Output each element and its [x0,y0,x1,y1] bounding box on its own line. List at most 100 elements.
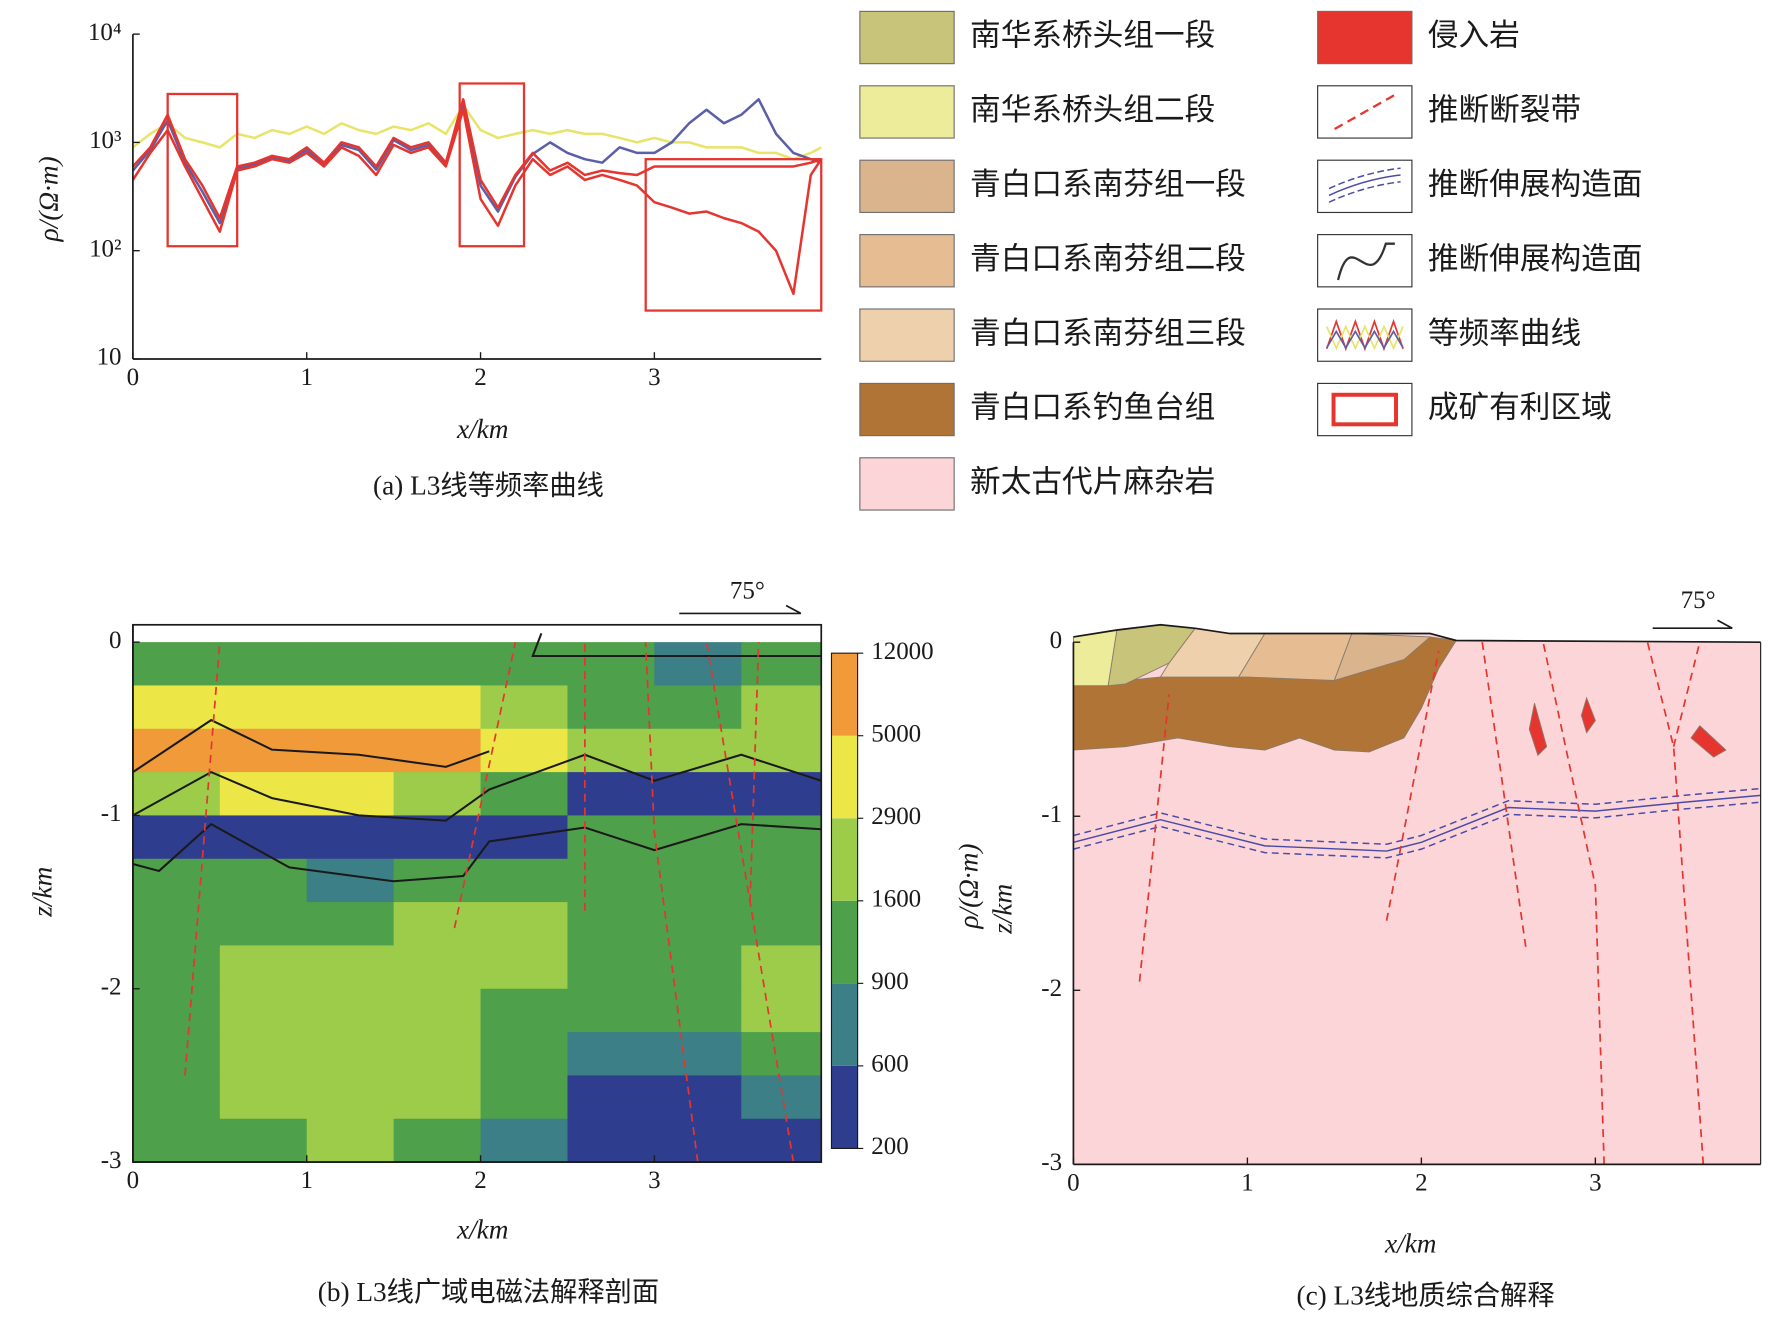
resistivity-cell [480,642,569,687]
legend-label: 南华系桥头组一段 [970,19,1215,53]
y-tick-label: -3 [101,1147,122,1174]
legend-label: 新太古代片麻杂岩 [970,465,1215,499]
resistivity-cell [393,772,482,817]
colorbar-tick-label: 12000 [871,638,933,665]
resistivity-cell [567,902,655,946]
resistivity-cell [567,1032,655,1076]
dip-arrow-head [785,604,802,615]
resistivity-cell [654,1118,742,1163]
resistivity-cell [219,642,308,687]
legend-symbol [1325,324,1404,351]
resistivity-cell [132,728,221,773]
geologic-unit [1333,633,1432,682]
colorbar-tick-label: 1600 [871,886,921,913]
resistivity-cell [741,728,822,773]
panel-b: 75° 200 600 900 1600 2900 5000 12000 ρ/(Ω·m) 0 1 2… [28,578,984,1308]
legend-label: 青白口系南芬组一段 [970,167,1246,201]
legend-swatch [859,85,955,139]
colorbar-label: ρ/(Ω·m) [953,844,983,930]
resistivity-cell [132,642,221,687]
x-tick-label: 2 [1415,1170,1427,1197]
fault-line [749,642,760,903]
colorbar-tick-label: 2900 [871,803,921,830]
dip-annotation: 75° [1681,587,1716,614]
interface-line [132,822,822,883]
y-tick-label: 10³ [89,127,122,154]
y-tick-label: -2 [1041,975,1062,1002]
resistivity-cell [480,1075,569,1120]
x-tick-label: 1 [1241,1170,1253,1197]
fault-line [644,642,699,1163]
resistivity-cell [306,1075,395,1120]
x-tick-label: 1 [300,1167,312,1194]
x-tick-label: 0 [1067,1170,1079,1197]
resistivity-cell [480,815,569,860]
legend-symbol [1328,174,1401,197]
y-tick-label: 0 [1050,627,1062,654]
legend-symbol [1328,181,1401,203]
resistivity-cell [480,1118,569,1163]
resistivity-cell [219,1118,308,1163]
legend-swatch [859,457,955,511]
resistivity-cell [567,1075,655,1120]
resistivity-cell [741,1118,822,1163]
resistivity-cell [654,945,742,990]
resistivity-cell [567,858,655,903]
fault-line [1542,641,1605,1165]
fault-line [1385,650,1440,921]
dip-arrow-head [1717,619,1733,629]
colorbar-band [831,818,858,901]
x-tick-label: 1 [300,364,312,391]
structural-surface [1073,801,1761,859]
y-tick-label: 10 [97,344,122,371]
resistivity-cell [654,858,742,903]
resistivity-cell [219,685,308,730]
legend-label: 推断伸展构造面 [1428,167,1643,201]
resistivity-cell [567,1118,655,1163]
legend-swatch [1317,10,1413,65]
ground-surface [1073,623,1761,644]
colorbar-band [831,1065,858,1149]
resistivity-cell [306,858,395,903]
resistivity-cell [132,945,221,990]
resistivity-cell [654,685,742,730]
legend-swatch [859,308,955,362]
legend-swatch [859,234,955,288]
colorbar-tick-label: 600 [871,1051,908,1078]
resistivity-cell [567,815,655,860]
resistivity-cell [306,988,395,1033]
resistivity-cell [306,728,395,773]
resistivity-cell [741,815,822,860]
legend-label: 青白口系南芬组二段 [970,242,1246,276]
resistivity-cell [567,685,655,730]
resistivity-cell [741,1075,822,1120]
resistivity-cell [654,642,742,687]
y-axis-label: ρ/(Ω·m) [33,156,63,242]
interface-line [132,718,490,773]
structural-surface [1073,787,1761,845]
favorable-region [644,158,823,312]
colorbar-tick-label: 200 [871,1133,908,1160]
legend-label: 侵入岩 [1428,19,1520,53]
resistivity-cell [741,685,822,730]
resistivity-cell [654,1032,742,1076]
interface-line [531,633,822,658]
resistivity-cell [393,685,482,730]
resistivity-cell [132,988,221,1033]
legend-symbol [1331,392,1399,427]
legend-symbol [1325,329,1404,350]
y-axis-label: z/km [988,884,1018,935]
x-tick-label: 2 [474,1167,486,1194]
y-tick-label: -1 [101,800,122,827]
favorable-region [458,82,526,248]
resistivity-cell [393,815,482,860]
resistivity-cell [480,945,569,990]
resistivity-cell [567,772,655,817]
legend-symbol [1334,93,1396,130]
legend-label: 南华系桥头组二段 [970,93,1215,127]
resistivity-cell [306,642,395,687]
resistivity-cell [132,1075,221,1120]
resistivity-cell [654,988,742,1033]
